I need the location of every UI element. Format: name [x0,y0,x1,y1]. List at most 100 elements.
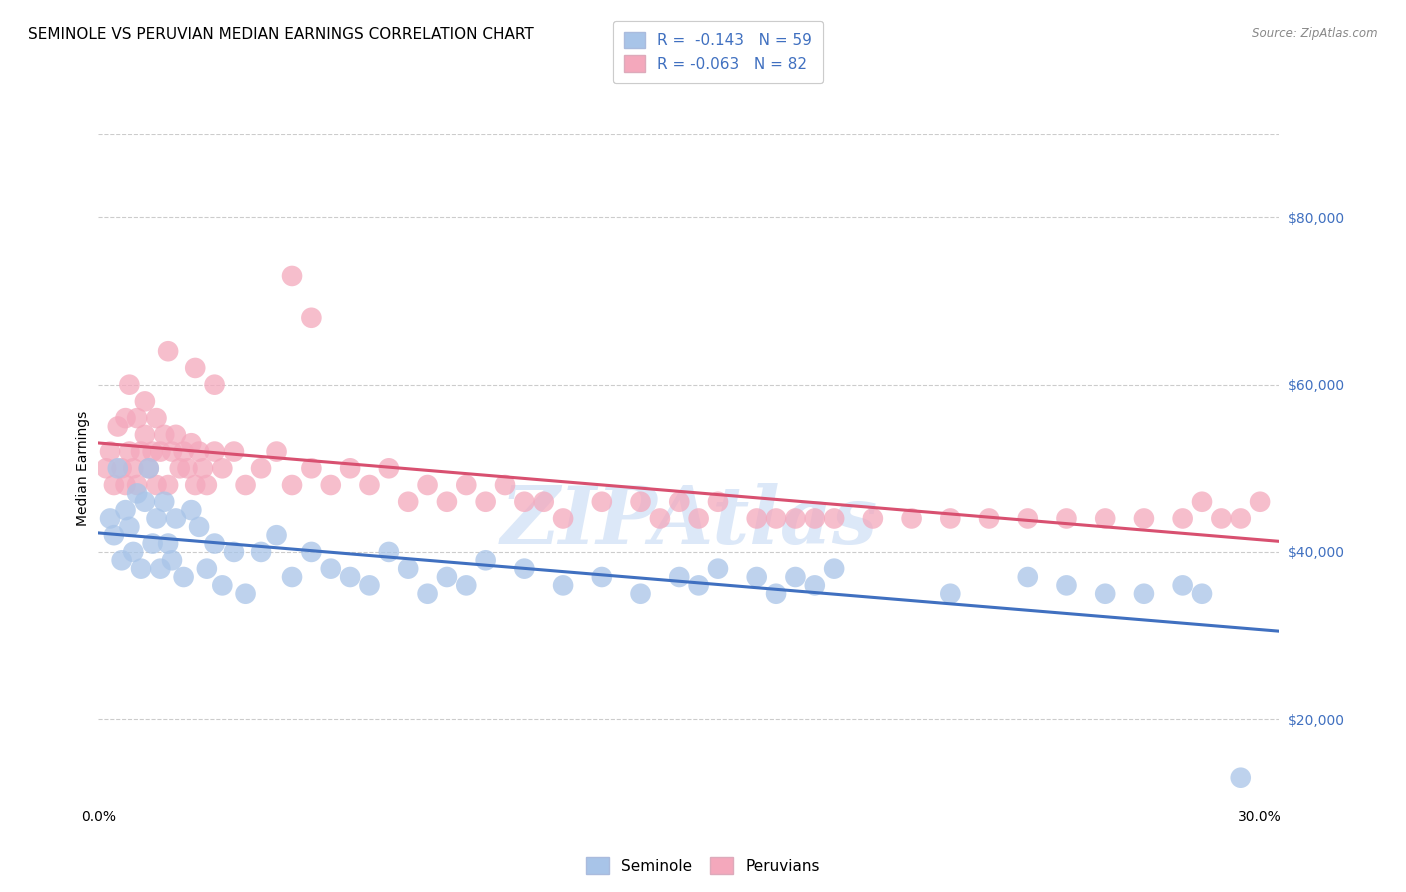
Point [98,444,121,458]
Point [138,461,160,475]
Point [416,478,439,492]
Point [157,478,180,492]
Point [474,553,496,567]
Point [668,570,690,584]
Point [630,587,652,601]
Point [165,511,187,525]
Point [1094,587,1116,601]
Point [188,444,211,458]
Point [98,511,121,525]
Point [513,494,536,508]
Point [250,461,273,475]
Point [1171,511,1194,525]
Point [591,494,613,508]
Point [111,461,134,475]
Point [211,578,233,592]
Point [176,461,198,475]
Point [149,562,172,576]
Point [149,444,172,458]
Point [134,494,156,508]
Point [745,570,768,584]
Point [145,511,167,525]
Point [299,545,322,559]
Point [494,478,516,492]
Point [785,570,807,584]
Point [165,428,187,442]
Point [180,436,202,450]
Point [250,545,273,559]
Point [707,494,730,508]
Point [707,562,730,576]
Point [436,494,458,508]
Text: SEMINOLE VS PERUVIAN MEDIAN EARNINGS CORRELATION CHART: SEMINOLE VS PERUVIAN MEDIAN EARNINGS COR… [28,27,534,42]
Point [785,511,807,525]
Point [630,494,652,508]
Point [114,478,136,492]
Point [1249,494,1271,508]
Point [319,478,342,492]
Point [688,511,710,525]
Point [1211,511,1233,525]
Y-axis label: Median Earnings: Median Earnings [76,410,90,526]
Point [134,394,156,409]
Point [359,478,381,492]
Point [129,562,152,576]
Point [456,478,478,492]
Point [127,478,149,492]
Point [169,461,191,475]
Point [1056,578,1078,592]
Point [157,536,180,550]
Point [235,478,257,492]
Point [222,444,245,458]
Point [823,511,845,525]
Point [204,536,226,550]
Point [266,444,288,458]
Point [378,461,401,475]
Point [1229,771,1251,785]
Point [184,478,207,492]
Point [1017,570,1039,584]
Point [765,511,787,525]
Point [551,511,574,525]
Point [1171,578,1194,592]
Point [359,578,381,592]
Point [1094,511,1116,525]
Point [1017,511,1039,525]
Point [804,578,827,592]
Point [138,461,160,475]
Point [474,494,496,508]
Point [436,570,458,584]
Point [118,520,141,534]
Point [173,570,195,584]
Point [900,511,922,525]
Point [191,461,214,475]
Point [96,461,118,475]
Point [204,377,226,392]
Point [188,520,211,534]
Point [103,528,125,542]
Point [222,545,245,559]
Point [103,478,125,492]
Point [122,545,145,559]
Point [339,461,361,475]
Point [939,587,962,601]
Point [145,411,167,425]
Point [134,428,156,442]
Point [513,562,536,576]
Point [111,553,134,567]
Point [107,461,129,475]
Point [153,494,176,508]
Point [281,478,304,492]
Text: ZIPAtlas: ZIPAtlas [501,483,877,560]
Point [1133,587,1156,601]
Point [396,562,419,576]
Point [939,511,962,525]
Point [745,511,768,525]
Point [1056,511,1078,525]
Point [299,310,322,325]
Point [195,478,218,492]
Point [1133,511,1156,525]
Point [765,587,787,601]
Point [591,570,613,584]
Point [977,511,1000,525]
